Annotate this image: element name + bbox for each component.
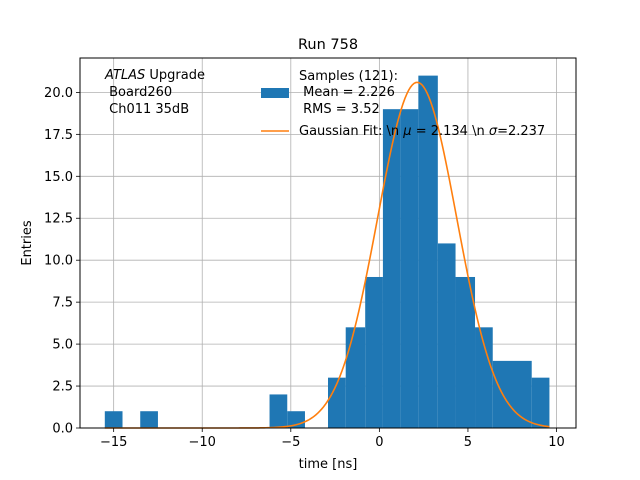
y-tick-label: 5.0 (52, 338, 73, 353)
y-axis-label: Entries (20, 220, 35, 266)
y-axis-ticks: 0.0 2.5 5.0 7.5 10.0 12.5 15.0 17.5 20.0 (44, 86, 80, 437)
fit-label-sigma: σ (489, 124, 498, 139)
histogram-bar (492, 360, 532, 428)
histogram-bar (104, 411, 123, 428)
y-tick-label: 17.5 (44, 128, 73, 143)
legend-samples-swatch (261, 88, 289, 98)
histogram-bar (140, 411, 158, 428)
x-tick-label: −15 (100, 435, 127, 450)
upgrade-label: Upgrade (145, 68, 205, 83)
x-tick-label: −10 (189, 435, 216, 450)
fit-label-prefix: Gaussian Fit: \n (299, 124, 403, 139)
y-tick-label: 15.0 (44, 170, 73, 185)
fit-label-mu-value: = 2.134 \n (412, 124, 489, 139)
atlas-label: ATLAS (104, 68, 145, 83)
x-axis-ticks: −15 −10 −5 0 5 10 (100, 428, 565, 450)
x-tick-label: 0 (375, 435, 383, 450)
y-tick-label: 7.5 (52, 296, 73, 311)
y-tick-label: 10.0 (44, 254, 73, 269)
annotation-line-1: ATLAS Upgrade (104, 68, 205, 83)
legend-samples-line-1: Samples (121): (299, 69, 398, 84)
histogram-bars (104, 75, 550, 428)
histogram-bar (345, 327, 366, 428)
y-tick-label: 20.0 (44, 86, 73, 101)
histogram-bar (418, 75, 438, 428)
x-tick-label: −5 (281, 435, 300, 450)
atlas-annotation: ATLAS Upgrade Board260 Ch011 35dB (104, 68, 205, 117)
histogram-bar (475, 327, 493, 428)
legend-samples-mean: Mean = 2.226 (299, 85, 395, 100)
annotation-line-3: Ch011 35dB (105, 102, 189, 117)
x-tick-label: 5 (464, 435, 472, 450)
y-tick-label: 0.0 (52, 422, 73, 437)
x-tick-label: 10 (548, 435, 565, 450)
legend-fit-label: Gaussian Fit: \n μ = 2.134 \n σ=2.237 (299, 124, 545, 139)
plot-frame (79, 57, 577, 429)
chart-title: Run 758 (298, 37, 358, 53)
fit-label-sigma-value: =2.237 (497, 124, 545, 139)
histogram-bar (328, 377, 346, 428)
y-tick-label: 2.5 (52, 380, 73, 395)
annotation-line-2: Board260 (105, 85, 172, 100)
fit-label-mu: μ (402, 124, 411, 139)
histogram-bar (365, 276, 383, 428)
histogram-bar (382, 109, 401, 428)
legend: Samples (121): Mean = 2.226 RMS = 3.52 G… (261, 69, 545, 139)
histogram-bar (437, 243, 456, 428)
y-tick-label: 12.5 (44, 212, 73, 227)
histogram-bar (531, 377, 550, 428)
legend-samples-rms: RMS = 3.52 (299, 102, 380, 117)
histogram-bar (269, 394, 288, 428)
histogram-bar (400, 109, 419, 428)
histogram-bar (455, 276, 476, 428)
x-axis-label: time [ns] (299, 457, 358, 472)
